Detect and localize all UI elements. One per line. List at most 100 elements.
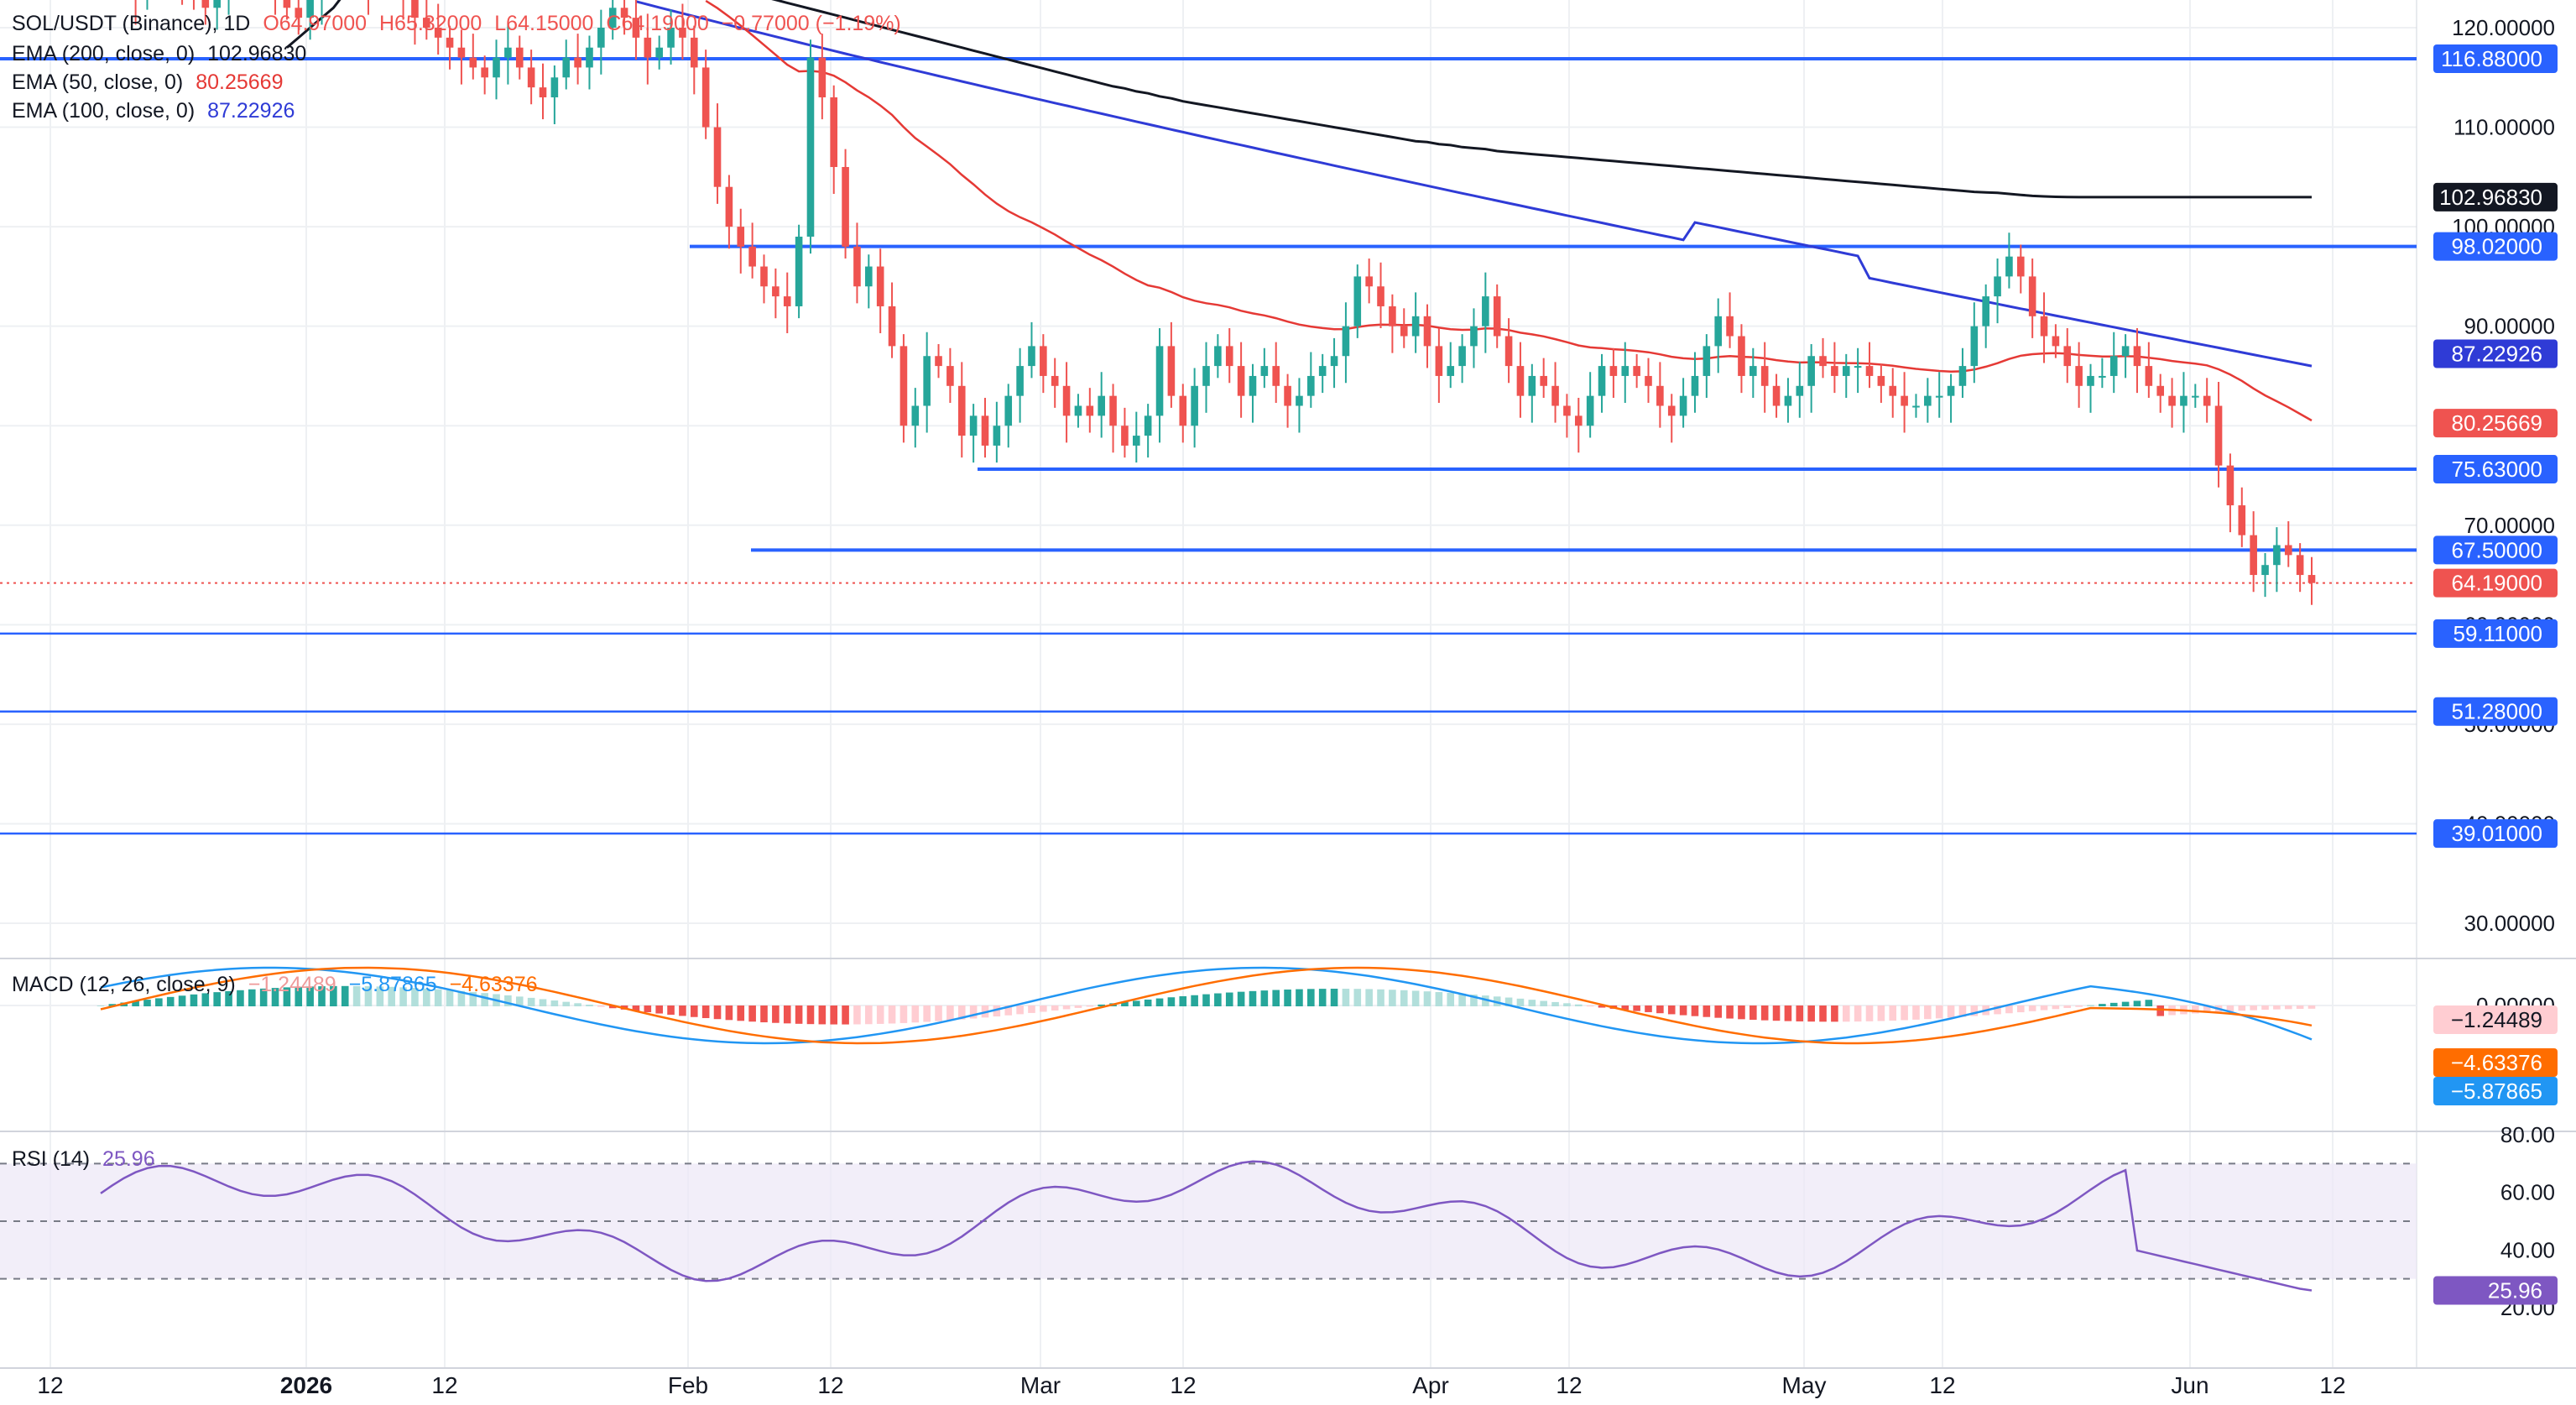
macd-hist-bar [900, 1005, 908, 1023]
macd-hist-bar [853, 1005, 861, 1025]
rsi-tag [2433, 1276, 2558, 1305]
macd-hist-bar [1365, 989, 1373, 1006]
macd-hist-bar [795, 1005, 803, 1024]
macd-tag-label: −1.24489 [2451, 1007, 2542, 1032]
candle-body [434, 28, 442, 38]
candle-body [1423, 316, 1431, 347]
macd-hist-bar [352, 985, 361, 1006]
candle-body [1645, 375, 1652, 386]
ema-tag [2433, 182, 2558, 212]
candle-body [423, 18, 430, 28]
macd-hist-bar [481, 993, 488, 1006]
macd-hist-bar [946, 1005, 954, 1021]
candle-body [1004, 395, 1013, 426]
macd-hist-bar [1901, 1005, 1908, 1021]
candle-body [411, 0, 419, 18]
candle-body [2284, 545, 2292, 556]
ema200-label: EMA (200, close, 0) [12, 42, 196, 65]
ema200-legend[interactable]: EMA (200, close, 0) 102.96830 [12, 42, 313, 66]
macd-hist-bar [2063, 1005, 2072, 1008]
symbol-legend: SOL/USDT (Binance), 1D O64.97000 H65.320… [12, 12, 908, 36]
candlesticks [134, 0, 2316, 605]
candle-body [632, 18, 640, 38]
candle-body [1411, 316, 1420, 337]
level-tag [2433, 619, 2558, 648]
macd-hist-bar [1260, 990, 1269, 1006]
macd-hist-bar [1574, 1004, 1583, 1006]
candle-body [2121, 346, 2130, 357]
macd-hist-bar [96, 1005, 105, 1006]
macd-hist-bar [1633, 1005, 1640, 1011]
macd-hist-bar [411, 988, 419, 1006]
price-tick-label: 30.00000 [2464, 911, 2555, 936]
macd-hist-bar [2016, 1005, 2025, 1013]
candle-body [1598, 366, 1606, 396]
macd-hist-bar [586, 1004, 593, 1006]
candle-body [1540, 375, 1547, 386]
time-axis-label: May [1782, 1372, 1827, 1398]
macd-hist-bar [2040, 1005, 2048, 1011]
macd-hist-bar [1028, 1005, 1035, 1013]
level-tag [2433, 697, 2558, 726]
macd-legend[interactable]: MACD (12, 26, close, 9) −1.24489 −5.8786… [12, 973, 545, 997]
price-tick-label: 120.00000 [2452, 15, 2555, 40]
macd-line-value: −5.87865 [348, 973, 437, 996]
macd-hist-bar [1318, 989, 1327, 1006]
candle-body [1051, 375, 1059, 386]
high-value: H65.32000 [379, 12, 482, 35]
macd-tag-label: −4.63376 [2451, 1050, 2542, 1075]
candle-body [1155, 346, 1164, 416]
symbol-label: SOL/USDT (Binance), 1D [12, 12, 251, 35]
ema50-legend[interactable]: EMA (50, close, 0) 80.25669 [12, 71, 289, 95]
candle-body [608, 8, 617, 28]
level-tag [2433, 535, 2558, 565]
macd-hist-bar [423, 988, 430, 1006]
candle-body [772, 286, 780, 297]
candle-body [1296, 395, 1303, 406]
macd-hist-bar [1121, 1001, 1129, 1006]
macd-hist-bar [341, 985, 349, 1006]
current-price-tag [2433, 568, 2558, 598]
ema100-legend[interactable]: EMA (100, close, 0) 87.22926 [12, 99, 301, 123]
candle-body [1586, 395, 1594, 426]
macd-hist-bar [1098, 1004, 1105, 1006]
candle-body [1772, 385, 1781, 406]
macd-hist-bar [213, 992, 221, 1006]
candle-body [481, 67, 488, 78]
level-tag-label: 67.50000 [2452, 537, 2542, 562]
candle-body [760, 266, 768, 287]
rsi-line [100, 1160, 2313, 1292]
macd-hist-bar [806, 1005, 815, 1025]
macd-hist-bar [1994, 1005, 2001, 1015]
macd-hist-bar [725, 1005, 733, 1021]
candle-body [1016, 366, 1024, 396]
macd-hist-bar [550, 1000, 559, 1006]
candle-body [2203, 395, 2211, 406]
rsi-legend[interactable]: RSI (14) 25.96 [12, 1147, 162, 1172]
candle-body [1179, 395, 1187, 426]
candle-body [1738, 336, 1745, 376]
macd-hist-bar [608, 1005, 617, 1009]
candle-body [923, 356, 931, 406]
candle-body [981, 415, 989, 446]
macd-hist-bar [376, 986, 384, 1006]
candle-body [213, 0, 221, 8]
candle-body [701, 67, 710, 128]
macd-hist-bar [2273, 1005, 2281, 1010]
candle-body [783, 296, 791, 306]
time-axis-label: Apr [1412, 1372, 1449, 1398]
time-axis-label: 12 [1929, 1372, 1955, 1398]
candle-body [1435, 346, 1443, 376]
candle-body [1447, 366, 1455, 376]
candle-body [1098, 395, 1105, 416]
candle-body [527, 67, 535, 88]
macd-hist-bar [1656, 1005, 1664, 1014]
macd-hist-bar [1458, 993, 1466, 1006]
candle-body [806, 57, 815, 237]
candle-body [504, 47, 512, 58]
macd-hist-bar [1714, 1005, 1723, 1018]
macd-hist-bar [1854, 1005, 1862, 1022]
macd-hist-bar [1330, 989, 1338, 1006]
macd-tag [2433, 1005, 2558, 1034]
